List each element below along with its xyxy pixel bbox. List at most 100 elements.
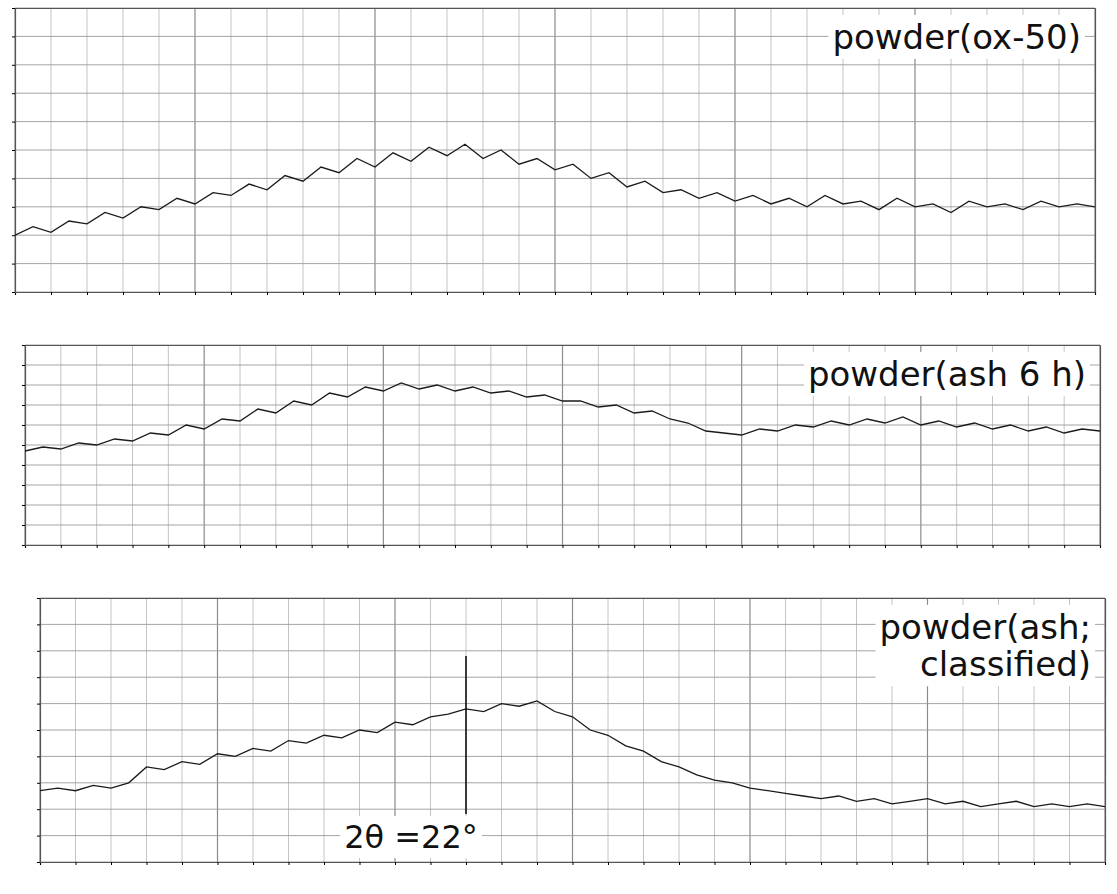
tick-mark	[857, 862, 858, 865]
tick	[37, 624, 40, 625]
tick	[37, 598, 40, 599]
tick-mark	[1070, 862, 1071, 865]
tick	[395, 862, 396, 865]
tick-mark	[699, 292, 700, 295]
tick-mark	[12, 8, 15, 9]
tick-mark	[276, 545, 277, 548]
tick-mark	[37, 862, 40, 863]
annotation-background	[340, 816, 482, 858]
tick-mark	[37, 809, 40, 810]
tick-mark	[644, 862, 645, 865]
tick	[289, 862, 290, 865]
tick-mark	[951, 292, 952, 295]
marker-line	[465, 656, 467, 814]
title-group: powder(ox-50)	[828, 15, 1085, 59]
tick	[957, 545, 958, 548]
tick	[37, 783, 40, 784]
tick-mark	[447, 292, 448, 295]
grid-line	[25, 465, 1100, 466]
tick	[168, 545, 169, 548]
tick	[111, 862, 112, 865]
axis-line	[1100, 346, 1101, 546]
tick	[267, 292, 268, 295]
tick	[1023, 292, 1024, 295]
tick-mark	[395, 862, 396, 865]
grid-line	[40, 730, 1105, 731]
tick-mark	[339, 292, 340, 295]
tick	[843, 292, 844, 295]
tick	[22, 365, 25, 366]
tick	[22, 505, 25, 506]
tick-mark	[383, 545, 384, 548]
tick-mark	[37, 598, 40, 599]
axis-line	[41, 863, 1106, 866]
tick-mark	[963, 862, 964, 865]
tick	[634, 545, 635, 548]
tick	[447, 292, 448, 295]
tick	[807, 292, 808, 295]
grid-line	[40, 835, 1105, 836]
annotation: 2θ =22°	[340, 656, 482, 858]
frame-right	[1095, 9, 1096, 293]
title: powder(ash 6 h)	[808, 354, 1086, 394]
tick-mark	[37, 704, 40, 705]
grid-line	[25, 345, 1100, 346]
x-axis	[41, 862, 1106, 865]
tick-mark	[289, 862, 290, 865]
tick-mark	[37, 756, 40, 757]
tick	[22, 425, 25, 426]
tick	[37, 836, 40, 837]
frame-top	[26, 345, 1101, 346]
tick	[537, 862, 538, 865]
title-background	[828, 15, 1085, 59]
axis-line	[16, 8, 1096, 9]
title-group: powder(ash 6 h)	[804, 352, 1090, 396]
tick-mark	[22, 445, 25, 446]
grid-line	[40, 756, 1105, 757]
tick-mark	[12, 178, 15, 179]
tick	[699, 292, 700, 295]
tick-mark	[37, 836, 40, 837]
tick-mark	[147, 862, 148, 865]
tick	[627, 292, 628, 295]
tick	[12, 93, 15, 94]
tick-mark	[411, 292, 412, 295]
grid-line	[25, 445, 1100, 446]
tick	[37, 809, 40, 810]
tick	[555, 292, 556, 295]
tick-mark	[12, 292, 15, 293]
tick-mark	[750, 862, 751, 865]
frame-right	[1105, 599, 1106, 863]
tick-mark	[240, 545, 241, 548]
grid	[25, 345, 1100, 545]
panel: powder(ash 6 h)	[22, 345, 1101, 548]
tick	[12, 36, 15, 37]
tick-mark	[670, 545, 671, 548]
tick	[22, 345, 25, 346]
tick-mark	[12, 235, 15, 236]
tick	[491, 545, 492, 548]
tick	[644, 862, 645, 865]
plot-area	[15, 144, 1095, 235]
axis-line	[41, 598, 1106, 599]
tick-mark	[591, 292, 592, 295]
tick	[195, 292, 196, 295]
tick-mark	[111, 862, 112, 865]
tick	[419, 545, 420, 548]
tick	[12, 264, 15, 265]
tick-mark	[771, 292, 772, 295]
tick-mark	[12, 36, 15, 37]
tick-mark	[22, 405, 25, 406]
tick	[591, 292, 592, 295]
grid-line	[15, 150, 1095, 151]
tick-mark	[843, 292, 844, 295]
tick-mark	[12, 122, 15, 123]
tick-mark	[993, 545, 994, 548]
frame-right	[1100, 346, 1101, 546]
tick-mark	[204, 545, 205, 548]
tick	[527, 545, 528, 548]
tick-mark	[12, 65, 15, 66]
tick-mark	[813, 545, 814, 548]
tick-mark	[22, 525, 25, 526]
tick-mark	[22, 385, 25, 386]
